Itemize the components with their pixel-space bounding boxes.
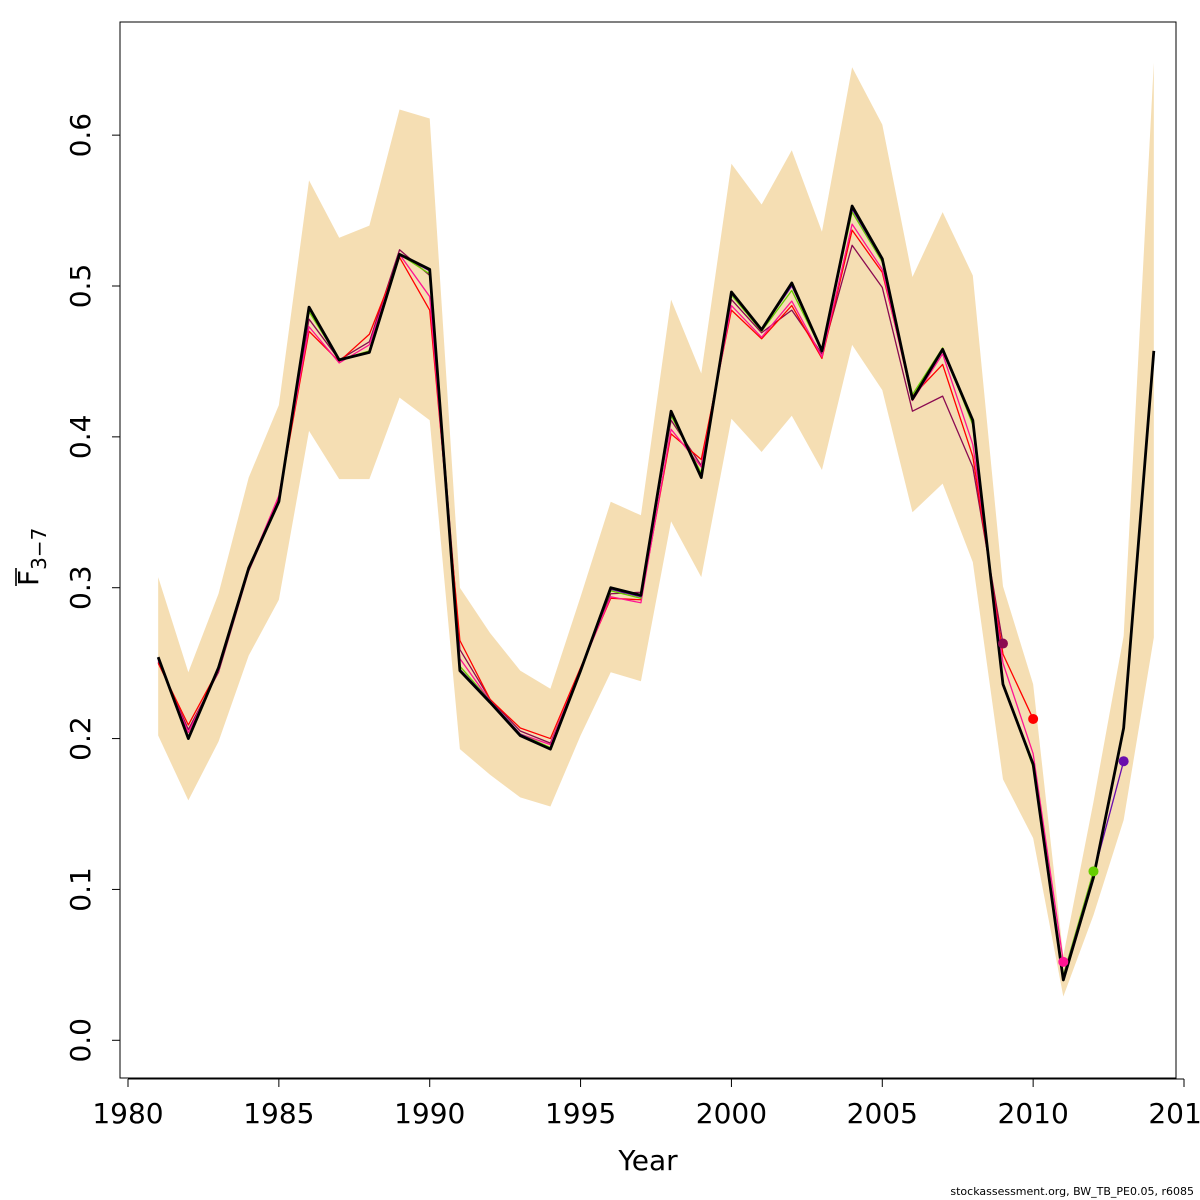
y-tick-label: 0.3	[64, 565, 97, 610]
x-tick-label: 1990	[394, 1097, 465, 1130]
x-tick-label: 1995	[545, 1097, 616, 1130]
x-tick-label: 2015	[1148, 1097, 1200, 1130]
svg-text:F3−7: F3−7	[12, 528, 51, 586]
y-axis-title-subscript: 3−7	[27, 528, 51, 570]
series-end-point-2	[1028, 713, 1039, 724]
series-line-3	[157, 223, 1064, 962]
y-axis-title-main: F	[12, 570, 45, 586]
x-tick-label: 2000	[696, 1097, 767, 1130]
series-line-6	[156, 204, 1156, 982]
confidence-band	[158, 62, 1154, 997]
y-tick-label: 0.6	[64, 113, 97, 158]
x-tick-label: 1985	[243, 1097, 314, 1130]
series-end-point-3	[1058, 956, 1069, 967]
x-axis-title: Year	[617, 1144, 678, 1177]
y-tick-label: 0.0	[64, 1018, 97, 1063]
series-lines-layer	[156, 204, 1156, 982]
x-tick-label: 2010	[998, 1097, 1069, 1130]
series-end-point-1	[997, 638, 1008, 649]
confidence-band-layer	[158, 62, 1154, 997]
y-axis: 0.0 0.1 0.2 0.3 0.4 0.5 0.6	[64, 113, 121, 1063]
x-tick-label: 1980	[92, 1097, 163, 1130]
series-end-point-4	[1088, 866, 1099, 877]
x-axis: 1980 1985 1990 1995 2000 2005 2010 2015	[92, 1078, 1200, 1130]
series-end-point-5	[1118, 756, 1129, 767]
y-tick-label: 0.4	[64, 415, 97, 460]
footer-note: stockassessment.org, BW_TB_PE0.05, r6085	[950, 1185, 1194, 1198]
series-end-points-layer	[997, 638, 1129, 967]
y-tick-label: 0.2	[64, 716, 97, 761]
y-tick-label: 0.1	[64, 867, 97, 912]
y-axis-title: F3−7	[12, 528, 51, 586]
x-tick-label: 2005	[847, 1097, 918, 1130]
y-tick-label: 0.5	[64, 264, 97, 309]
